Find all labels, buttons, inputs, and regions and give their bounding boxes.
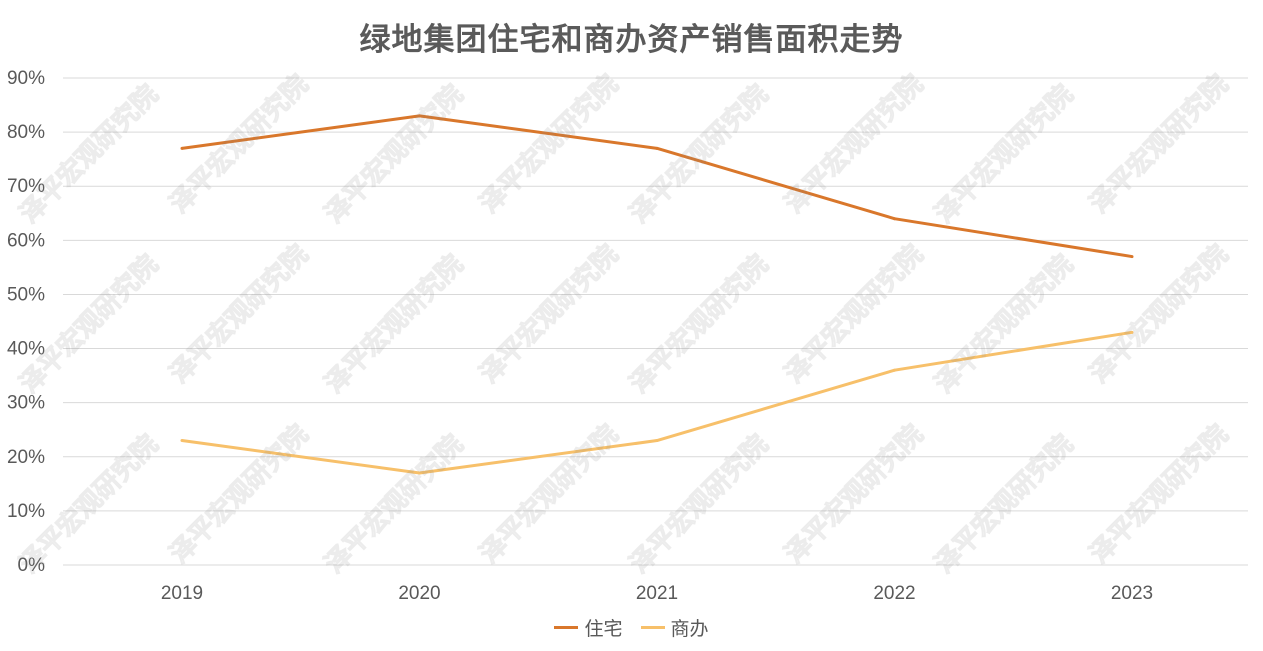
legend-swatch-residential (554, 626, 579, 629)
watermark-text: 泽平宏观研究院 (319, 79, 470, 230)
data-point (180, 146, 184, 150)
watermark-text: 泽平宏观研究院 (929, 79, 1080, 230)
watermark-text: 泽平宏观研究院 (779, 69, 930, 220)
x-axis-ticks: 2019 2020 2021 2022 2023 (161, 583, 1153, 604)
series-lines (180, 114, 1134, 475)
y-tick-label: 70% (7, 176, 45, 197)
y-tick-label: 90% (7, 68, 45, 89)
watermark-text: 泽平宏观研究院 (929, 429, 1080, 580)
y-tick-label: 40% (7, 339, 45, 360)
data-point (655, 439, 659, 443)
watermark-text: 泽平宏观研究院 (1084, 239, 1235, 390)
y-tick-label: 20% (7, 447, 45, 468)
legend-item-residential: 住宅 (554, 614, 623, 641)
legend-swatch-commercial (640, 626, 665, 629)
x-tick-label: 2020 (398, 583, 440, 604)
data-point (893, 368, 896, 372)
watermark-text: 泽平宏观研究院 (164, 239, 315, 390)
watermark-text: 泽平宏观研究院 (164, 69, 315, 220)
x-tick-label: 2021 (636, 583, 678, 604)
watermark-text: 泽平宏观研究院 (1084, 419, 1235, 570)
x-tick-label: 2023 (1111, 583, 1153, 604)
data-point (1130, 330, 1134, 334)
y-tick-label: 0% (18, 555, 46, 576)
data-point (418, 471, 421, 475)
y-tick-label: 50% (7, 284, 45, 305)
y-axis-ticks: 0% 10% 20% 30% 40% 50% 60% 70% 80% 90% (7, 68, 45, 576)
data-point (418, 114, 421, 118)
watermark-text: 泽平宏观研究院 (779, 239, 930, 390)
data-point (180, 439, 184, 443)
x-tick-label: 2022 (873, 583, 915, 604)
legend-label-commercial: 商办 (670, 618, 709, 640)
y-tick-label: 80% (7, 122, 45, 143)
watermark-text: 泽平宏观研究院 (319, 249, 470, 400)
watermark-text: 泽平宏观研究院 (779, 419, 930, 570)
watermark-text: 泽平宏观研究院 (14, 249, 165, 400)
legend-label-residential: 住宅 (584, 618, 623, 640)
gridlines (63, 77, 1248, 566)
data-point (655, 146, 659, 150)
watermark-text: 泽平宏观研究院 (14, 79, 165, 230)
watermark-text: 泽平宏观研究院 (929, 249, 1080, 400)
watermark-text: 泽平宏观研究院 (624, 249, 775, 400)
legend: 住宅 商办 (0, 614, 1263, 641)
watermark-text: 泽平宏观研究院 (474, 419, 625, 570)
watermark-text: 泽平宏观研究院 (1084, 69, 1235, 220)
y-tick-label: 30% (7, 393, 45, 414)
chart-title: 绿地集团住宅和商办资产销售面积走势 (359, 22, 904, 58)
watermark-text: 泽平宏观研究院 (319, 429, 470, 580)
data-point (1130, 255, 1134, 259)
watermark-text: 泽平宏观研究院 (474, 239, 625, 390)
watermark-text: 泽平宏观研究院 (624, 79, 775, 230)
y-tick-label: 10% (7, 501, 45, 522)
watermark-text: 泽平宏观研究院 (474, 69, 625, 220)
x-tick-label: 2019 (161, 583, 203, 604)
watermark-text: 泽平宏观研究院 (624, 429, 775, 580)
data-point (893, 217, 896, 221)
legend-item-commercial: 商办 (640, 614, 709, 641)
y-tick-label: 60% (7, 230, 45, 251)
